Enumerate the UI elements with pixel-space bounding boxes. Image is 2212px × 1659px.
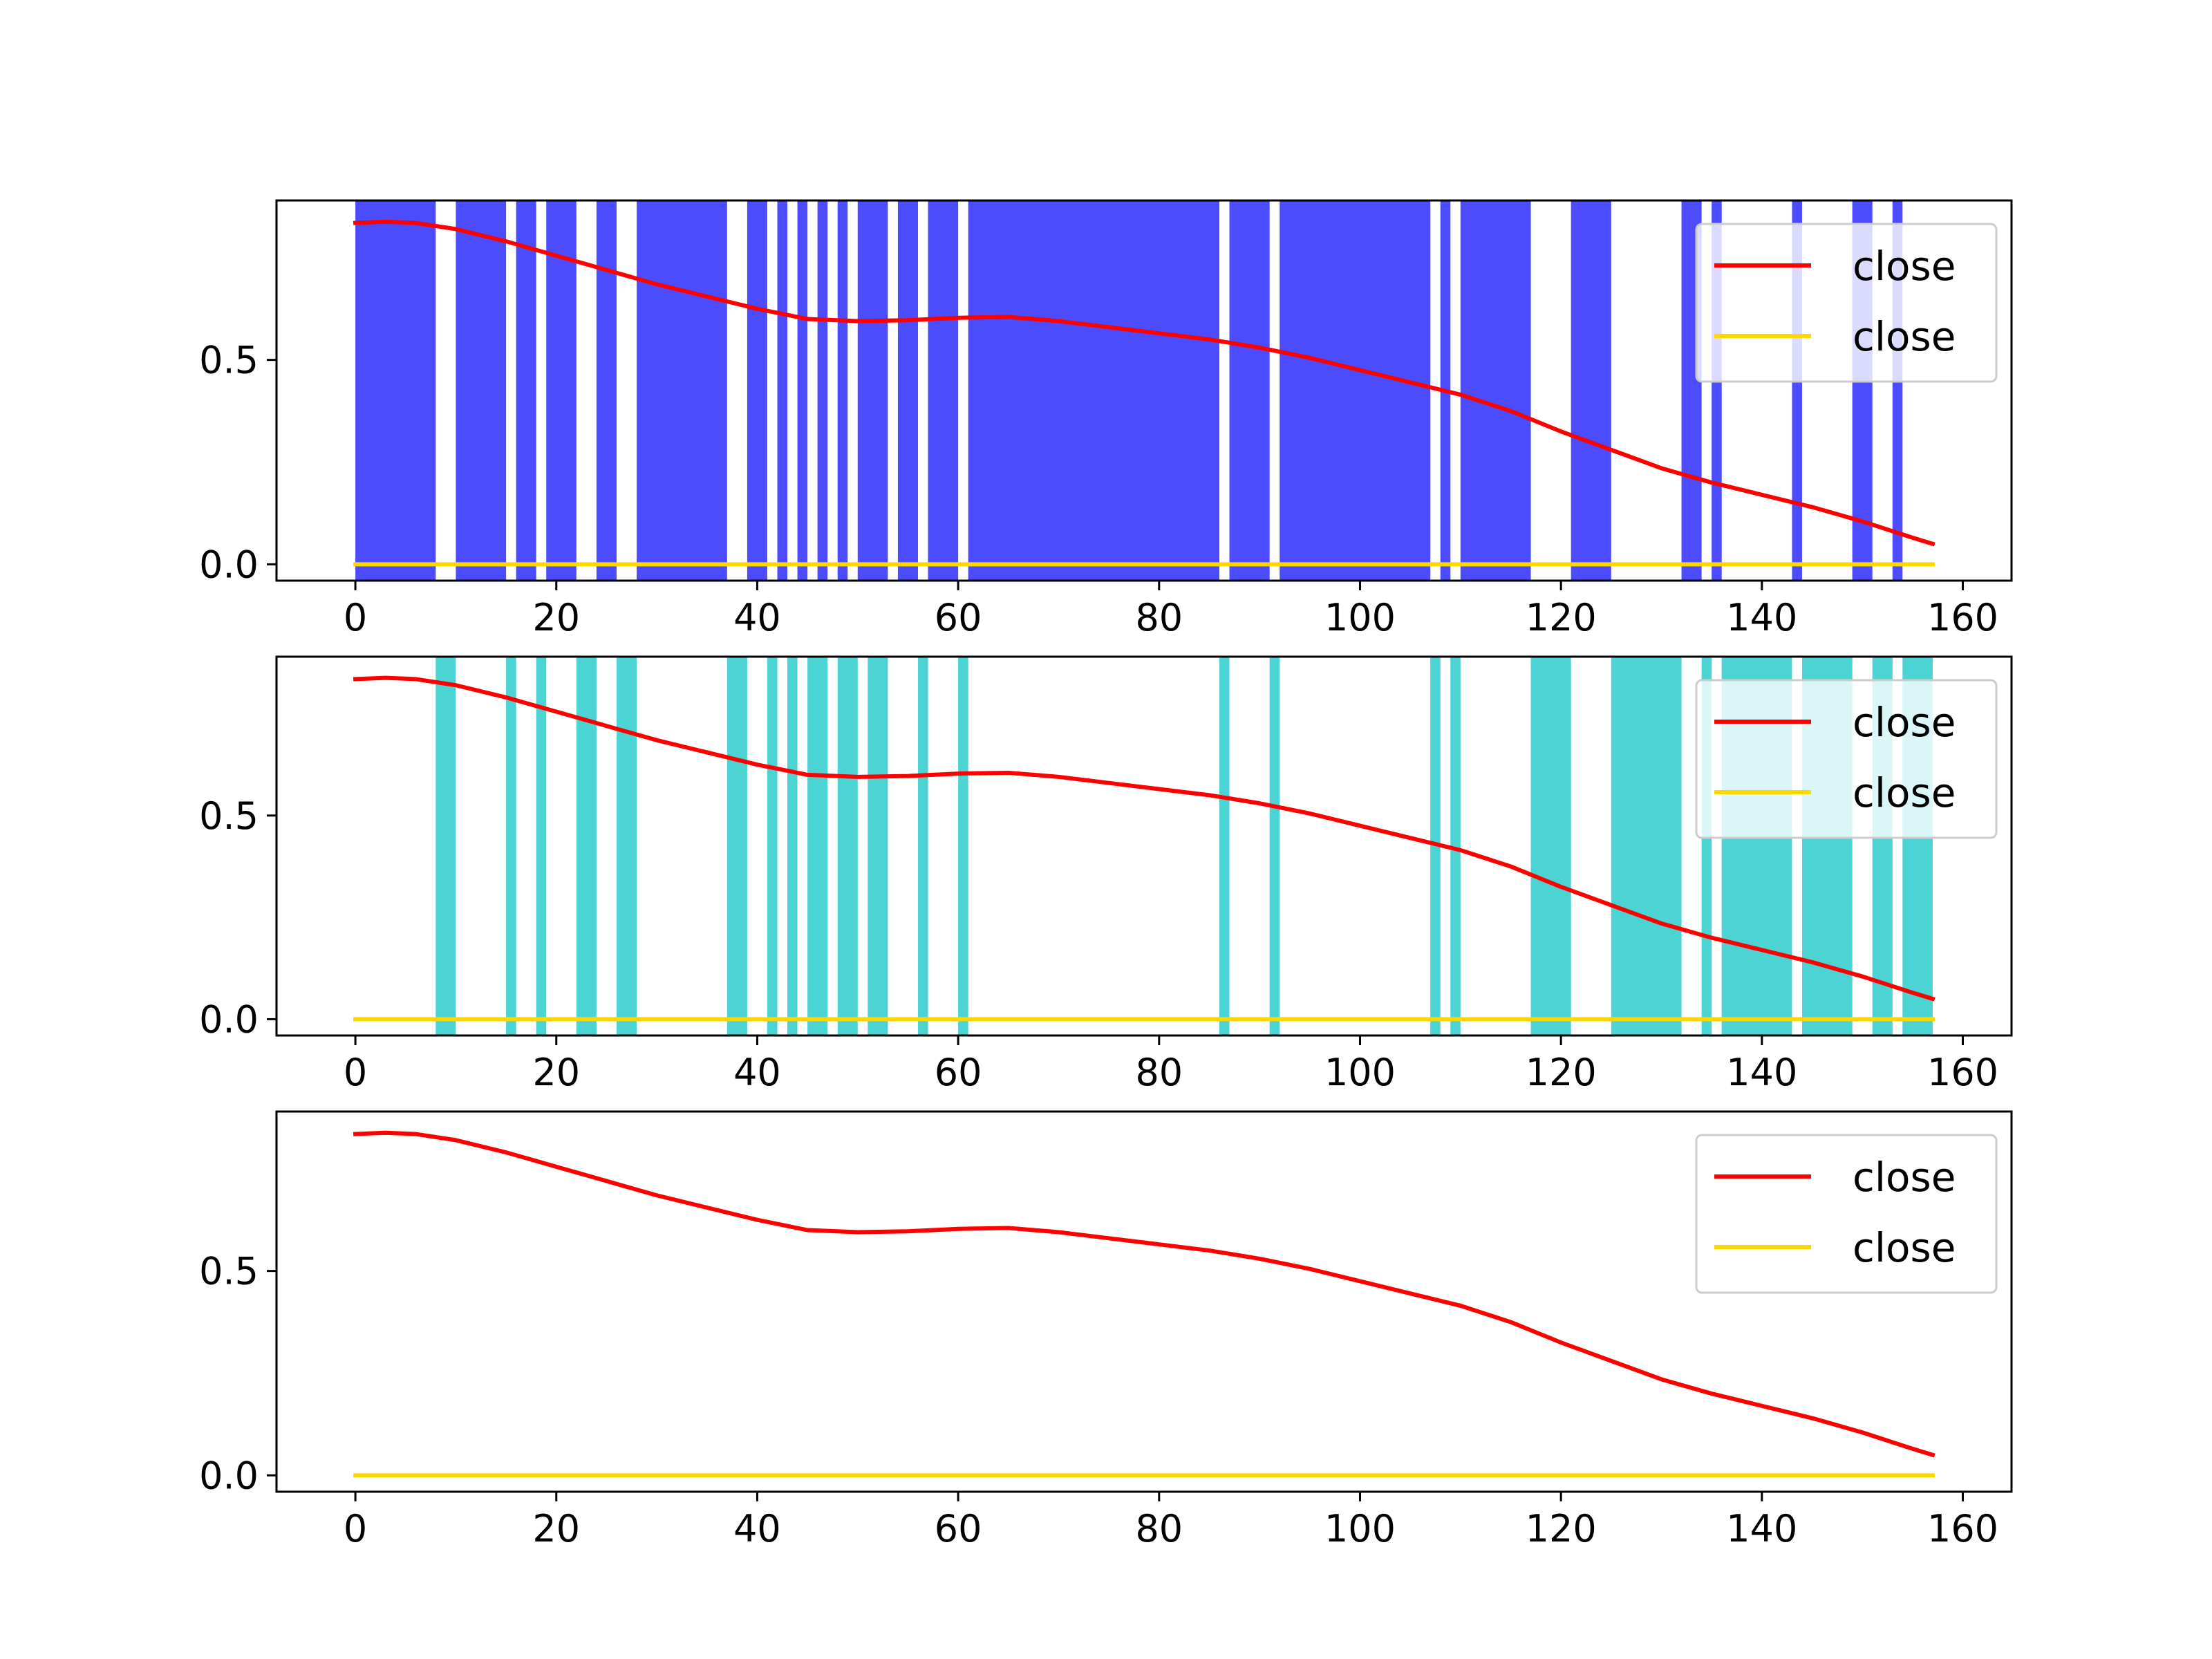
shaded-span [616, 657, 637, 1035]
axes-frame [275, 199, 2013, 582]
shaded-span [637, 200, 727, 581]
y-tick-label: 0.0 [199, 543, 259, 586]
x-tick-label: 40 [733, 1051, 781, 1094]
x-tick-label: 100 [1324, 596, 1396, 639]
shaded-span [857, 200, 888, 581]
x-tick-label: 160 [1927, 1051, 1998, 1094]
shaded-span [787, 657, 798, 1035]
shaded-span [817, 200, 828, 581]
plot-area [353, 200, 1936, 581]
shaded-span [516, 200, 536, 581]
x-tick-label: 100 [1324, 1051, 1396, 1094]
y-tick-label: 0.5 [199, 1250, 259, 1293]
shaded-span [576, 657, 597, 1035]
axes-frame [275, 1110, 2013, 1493]
legend-label: close [1853, 699, 1956, 746]
x-tick-label: 20 [532, 596, 580, 639]
x-tick-label: 20 [532, 1051, 580, 1094]
x-tick-label: 120 [1526, 1051, 1597, 1094]
x-tick-label: 160 [1927, 1507, 1998, 1550]
shaded-span [868, 657, 888, 1035]
x-tick-label: 20 [532, 1507, 580, 1550]
shaded-span [807, 657, 828, 1035]
x-tick-label: 0 [344, 1051, 367, 1094]
shaded-span [1229, 200, 1270, 581]
legend: close close [1695, 679, 1998, 839]
shaded-span [456, 200, 507, 581]
series-line-1 [353, 219, 1936, 547]
x-tick-label: 60 [935, 1507, 982, 1550]
legend-label: close [1853, 1224, 1956, 1271]
y-tick-label: 0.5 [199, 794, 259, 838]
shaded-span [968, 200, 1220, 581]
x-tick-label: 80 [1135, 1051, 1183, 1094]
series-line-1 [353, 1130, 1936, 1458]
x-tick-label: 80 [1135, 1507, 1183, 1550]
x-tick-label: 60 [935, 596, 982, 639]
shaded-span [546, 200, 577, 581]
shaded-span [1280, 200, 1431, 581]
y-tick-label: 0.5 [199, 339, 259, 382]
shaded-span [958, 657, 968, 1035]
x-tick-label: 100 [1324, 1507, 1396, 1550]
shaded-span [747, 200, 767, 581]
legend-label: close [1853, 313, 1956, 360]
x-tick-label: 120 [1526, 1507, 1597, 1550]
shaded-span [1571, 200, 1611, 581]
shaded-span [897, 200, 918, 581]
x-tick-label: 140 [1726, 596, 1797, 639]
x-tick-label: 60 [935, 1051, 982, 1094]
shaded-span [355, 200, 436, 581]
shaded-span [797, 200, 808, 581]
plot-area [353, 1130, 1936, 1478]
shaded-span [1530, 657, 1571, 1035]
shaded-span [837, 657, 858, 1035]
x-tick-label: 40 [733, 1507, 781, 1550]
shaded-span [917, 657, 928, 1035]
shaded-span [1219, 657, 1230, 1035]
shaded-span [596, 200, 617, 581]
shaded-span [1611, 657, 1682, 1035]
shaded-span [506, 657, 516, 1035]
x-tick-label: 160 [1927, 596, 1998, 639]
shaded-span [928, 200, 959, 581]
shaded-span [1269, 657, 1280, 1035]
legend-label: close [1853, 1154, 1956, 1201]
x-tick-label: 140 [1726, 1507, 1797, 1550]
x-tick-label: 140 [1726, 1051, 1797, 1094]
shaded-span [777, 200, 788, 581]
chart-panel-2: 0 20 40 60 80 100 120 140 160 0.0 0.5 close close [199, 655, 2013, 1094]
plot-area [353, 657, 1936, 1035]
legend: close close [1695, 223, 1998, 383]
shaded-span [536, 657, 547, 1035]
shaded-span [1450, 657, 1461, 1035]
shaded-span [837, 200, 848, 581]
series-line-1 [353, 675, 1936, 1002]
shaded-span [1460, 200, 1531, 581]
shaded-span [727, 657, 747, 1035]
axes-frame [275, 655, 2013, 1037]
chart-panel-1: 0 20 40 60 80 100 120 140 160 0.0 0.5 close close [199, 199, 2013, 639]
legend: close close [1695, 1134, 1998, 1294]
y-tick-label: 0.0 [199, 1454, 259, 1497]
shaded-span [435, 657, 456, 1035]
x-tick-label: 0 [344, 1507, 367, 1550]
y-tick-label: 0.0 [199, 997, 259, 1041]
legend-label: close [1853, 769, 1956, 816]
chart-panel-3: 0 20 40 60 80 100 120 140 160 0.0 0.5 close close [199, 1110, 2013, 1550]
x-tick-label: 120 [1526, 596, 1597, 639]
x-tick-label: 0 [344, 596, 367, 639]
x-tick-label: 40 [733, 596, 781, 639]
shaded-span [767, 657, 778, 1035]
x-tick-label: 80 [1135, 596, 1183, 639]
legend-label: close [1853, 243, 1956, 290]
